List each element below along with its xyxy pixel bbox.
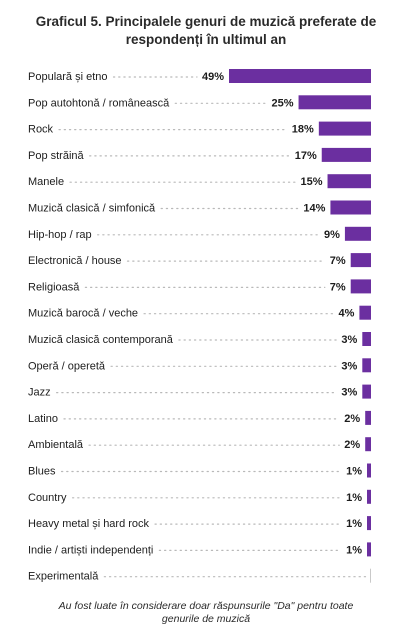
footnote: Au fost luate în considerare doar răspun… — [0, 600, 412, 626]
category-label: Jazz — [28, 387, 51, 399]
bar — [350, 253, 371, 268]
category-label: Ambientală — [28, 439, 84, 451]
bar — [365, 437, 371, 452]
value-label: 3% — [341, 334, 357, 346]
chart-title-line-2: respondenți în ultimul an — [125, 32, 287, 47]
bar — [318, 121, 371, 136]
value-label: 3% — [341, 387, 357, 399]
value-label: 18% — [292, 124, 314, 136]
bar — [362, 332, 371, 346]
category-label: Muzică clasică contemporană — [28, 334, 174, 346]
chart-title-line-1: Graficul 5. Principalele genuri de muzic… — [35, 14, 377, 29]
value-label: 4% — [339, 308, 355, 320]
category-label: Hip-hop / rap — [28, 229, 92, 241]
value-label: 7% — [330, 281, 346, 293]
chart-title: Graficul 5. Principalele genuri de muzic… — [0, 13, 412, 49]
bar — [327, 174, 371, 189]
value-label: 1% — [346, 518, 362, 530]
bar — [344, 226, 371, 241]
bar — [367, 489, 371, 504]
value-label: 1% — [346, 466, 362, 478]
bar — [367, 463, 371, 478]
bar — [298, 95, 371, 110]
category-label: Muzică barocă / veche — [28, 308, 138, 320]
value-label: 7% — [330, 255, 346, 267]
bar — [321, 147, 371, 162]
bar-chart: Populară și etno 49% Pop autohtonă / român… — [28, 69, 371, 583]
category-label: Muzică clasică / simfonică — [28, 203, 156, 215]
bar — [367, 516, 371, 531]
category-label: Operă / operetă — [28, 360, 106, 372]
category-label: Pop străină — [28, 150, 85, 162]
value-label: 14% — [303, 203, 325, 215]
footnote-line-1: Au fost luate în considerare doar răspun… — [58, 600, 354, 612]
value-label: 49% — [202, 71, 224, 83]
value-label: 1% — [346, 492, 362, 504]
bar — [362, 384, 371, 399]
category-label: Country — [28, 492, 67, 504]
category-label: Rock — [28, 124, 54, 136]
value-label: 3% — [341, 360, 357, 372]
category-label: Latino — [28, 413, 58, 425]
category-label: Pop autohtonă / românească — [28, 97, 170, 109]
category-label: Indie / artiști independenți — [28, 544, 153, 556]
bar — [229, 69, 371, 83]
bar — [359, 305, 371, 320]
value-label: 25% — [272, 97, 294, 109]
bar — [330, 200, 371, 215]
bar — [367, 542, 371, 557]
category-label: Blues — [28, 466, 56, 478]
bar — [365, 410, 371, 425]
bar — [362, 358, 371, 373]
value-label: 2% — [344, 413, 360, 425]
category-label: Heavy metal și hard rock — [28, 518, 150, 530]
value-label: 17% — [295, 150, 317, 162]
footnote-line-2: genurile de muzică — [161, 613, 251, 625]
value-label: 1% — [346, 544, 362, 556]
value-label: 9% — [324, 229, 340, 241]
category-label: Experimentală — [28, 571, 99, 583]
bar — [350, 279, 371, 294]
category-label: Religioasă — [28, 281, 80, 293]
category-label: Manele — [28, 176, 64, 188]
category-label: Electronică / house — [28, 255, 122, 267]
value-label: 2% — [344, 439, 360, 451]
value-label: 15% — [300, 176, 322, 188]
category-label: Populară și etno — [28, 71, 108, 83]
bar — [370, 568, 371, 583]
